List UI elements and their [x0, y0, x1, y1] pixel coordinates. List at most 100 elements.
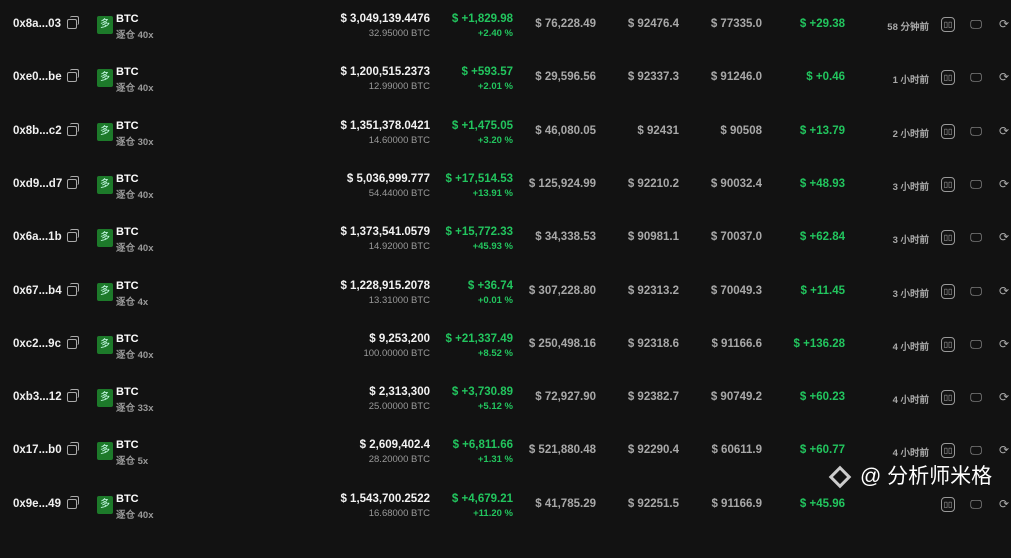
address-link[interactable]: 0xd9...d7	[13, 177, 63, 190]
share-icon[interactable]: ⟳	[998, 496, 1010, 511]
entry-price: $ 125,924.99	[528, 177, 596, 190]
monitor-icon[interactable]: 🖵	[970, 230, 982, 245]
address-link[interactable]: 0x17...b0	[13, 444, 62, 457]
address-link[interactable]: 0xc2...9c	[13, 337, 61, 350]
share-icon[interactable]: ⟳	[998, 283, 1010, 298]
address-link[interactable]: 0x6a...1b	[13, 231, 62, 244]
share-icon[interactable]: ⟳	[998, 443, 1010, 458]
time-ago: 4 小时前	[892, 341, 929, 353]
chart-icon[interactable]: ▯▯	[941, 336, 955, 352]
copy-icon[interactable]	[67, 282, 79, 296]
address-link[interactable]: 0x8a...03	[13, 18, 61, 30]
funding: $ +48.93	[799, 177, 845, 190]
long-badge: 多	[97, 69, 113, 88]
chart-icon[interactable]: ▯▯	[941, 17, 955, 32]
share-icon[interactable]: ⟳	[998, 70, 1010, 85]
share-icon[interactable]: ⟳	[998, 336, 1010, 351]
copy-icon[interactable]	[67, 495, 79, 509]
pnl: $ +1,475.05	[451, 119, 513, 132]
monitor-icon[interactable]: 🖵	[970, 176, 982, 191]
monitor-icon[interactable]: 🖵	[970, 443, 982, 458]
table-row[interactable]: 0xe0...be 多 BTC 逐仓 40x $ 1,200,515.2373 …	[0, 66, 1011, 131]
chart-icon[interactable]: ▯▯	[941, 230, 955, 246]
entry-price: $ 250,498.16	[528, 337, 596, 350]
table-row[interactable]: 0x8b...c2 多 BTC 逐仓 30x $ 1,351,378.0421 …	[0, 120, 1011, 185]
symbol: BTC	[116, 492, 139, 505]
address-link[interactable]: 0x67...b4	[13, 284, 62, 297]
monitor-icon[interactable]: 🖵	[970, 283, 982, 298]
chart-icon[interactable]: ▯▯	[941, 283, 955, 299]
entry-price: $ 521,880.48	[528, 444, 596, 457]
time-ago: 3 小时前	[892, 181, 929, 193]
address-link[interactable]: 0xb3...12	[13, 391, 62, 404]
share-icon[interactable]: ⟳	[998, 123, 1010, 138]
long-badge: 多	[97, 442, 113, 461]
position-value: $ 2,609,402.4	[359, 439, 430, 452]
entry-price: $ 41,785.29	[535, 497, 596, 510]
address-link[interactable]: 0x8b...c2	[13, 124, 62, 137]
monitor-icon[interactable]: 🖵	[970, 390, 982, 405]
chart-icon[interactable]: ▯▯	[941, 176, 955, 192]
copy-icon[interactable]	[67, 229, 79, 243]
pnl: $ +4,679.21	[451, 492, 513, 505]
address-link[interactable]: 0x9e...49	[13, 497, 61, 510]
liquidation-price: $ 70037.0	[710, 231, 762, 244]
position-value: $ 3,049,139.4476	[340, 13, 430, 25]
table-row[interactable]: 0xb3...12 多 BTC 逐仓 33x $ 2,313,300 25.00…	[0, 386, 1011, 451]
chart-icon[interactable]: ▯▯	[941, 123, 955, 139]
chart-icon[interactable]: ▯▯	[941, 390, 955, 406]
copy-icon[interactable]	[67, 175, 79, 189]
symbol: BTC	[116, 439, 139, 452]
entry-price: $ 307,228.80	[528, 284, 596, 297]
copy-icon[interactable]	[67, 16, 79, 29]
long-badge: 多	[97, 282, 113, 301]
symbol: BTC	[116, 332, 139, 345]
table-row[interactable]: 0xd9...d7 多 BTC 逐仓 40x $ 5,036,999.777 5…	[0, 173, 1011, 238]
monitor-icon[interactable]: 🖵	[970, 123, 982, 138]
share-icon[interactable]: ⟳	[998, 390, 1010, 405]
mark-price: $ 92476.4	[627, 18, 679, 30]
copy-icon[interactable]	[67, 442, 79, 456]
mark-price: $ 92290.4	[627, 444, 679, 457]
pnl-percent: +0.01 %	[477, 294, 513, 306]
table-row[interactable]: 0xc2...9c 多 BTC 逐仓 40x $ 9,253,200 100.0…	[0, 333, 1011, 398]
copy-icon[interactable]	[67, 69, 79, 83]
table-row[interactable]: 0x17...b0 多 BTC 逐仓 5x $ 2,609,402.4 28.2…	[0, 439, 1011, 504]
table-row[interactable]: 0x9e...49 多 BTC 逐仓 40x $ 1,543,700.2522 …	[0, 493, 1011, 558]
funding: $ +60.77	[799, 444, 845, 457]
table-row[interactable]: 0x6a...1b 多 BTC 逐仓 40x $ 1,373,541.0579 …	[0, 226, 1011, 291]
table-row[interactable]: 0x67...b4 多 BTC 逐仓 4x $ 1,228,915.2078 1…	[0, 280, 1011, 345]
time-ago: 3 小时前	[892, 235, 929, 247]
position-value: $ 1,543,700.2522	[340, 492, 430, 505]
liquidation-price: $ 70049.3	[710, 284, 762, 297]
share-icon[interactable]: ⟳	[998, 176, 1010, 191]
address-link[interactable]: 0xe0...be	[13, 71, 62, 84]
monitor-icon[interactable]: 🖵	[970, 70, 982, 85]
table-row[interactable]: 0x8a...03 多 BTC 逐仓 40x $ 3,049,139.4476 …	[0, 13, 1011, 78]
time-ago: 1 小时前	[892, 75, 929, 87]
mark-price: $ 90981.1	[627, 231, 679, 244]
chart-icon[interactable]: ▯▯	[941, 70, 955, 86]
chart-icon[interactable]: ▯▯	[941, 443, 955, 459]
position-qty: 28.20000 BTC	[368, 454, 430, 466]
pnl: $ +36.74	[467, 279, 513, 292]
monitor-icon[interactable]: 🖵	[970, 17, 982, 31]
leverage: 逐仓 40x	[116, 30, 154, 41]
monitor-icon[interactable]: 🖵	[970, 496, 982, 511]
symbol: BTC	[116, 279, 139, 292]
position-value: $ 5,036,999.777	[346, 172, 430, 185]
long-badge: 多	[97, 122, 113, 141]
pnl-percent: +45.93 %	[472, 241, 513, 253]
funding: $ +11.45	[800, 284, 845, 297]
chart-icon[interactable]: ▯▯	[941, 496, 955, 512]
share-icon[interactable]: ⟳	[998, 17, 1010, 31]
monitor-icon[interactable]: 🖵	[970, 336, 982, 351]
copy-icon[interactable]	[67, 389, 79, 403]
share-icon[interactable]: ⟳	[998, 230, 1010, 245]
leverage: 逐仓 40x	[116, 509, 154, 521]
copy-icon[interactable]	[67, 122, 79, 136]
pnl: $ +21,337.49	[445, 332, 513, 345]
symbol: BTC	[116, 119, 139, 132]
copy-icon[interactable]	[67, 335, 79, 349]
position-qty: 16.68000 BTC	[368, 507, 430, 519]
